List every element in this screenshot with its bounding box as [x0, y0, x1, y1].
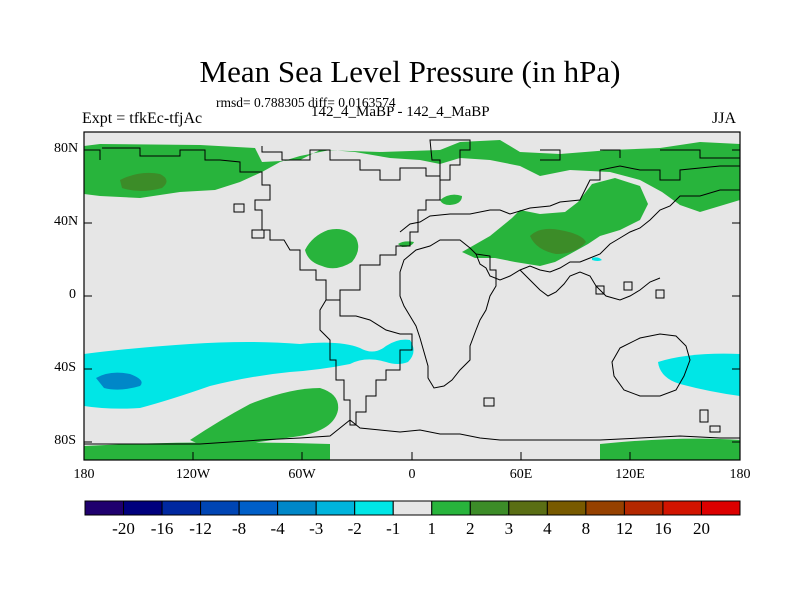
- colorbar-label: 1: [427, 519, 437, 538]
- lat-tick-label: 80N: [54, 141, 79, 156]
- colorbar-label: 2: [466, 519, 475, 538]
- colorbar-label: -20: [112, 519, 135, 538]
- colorbar-swatch: [161, 500, 202, 516]
- lat-tick-label: 40S: [54, 360, 76, 375]
- coastline-australia: [611, 333, 691, 397]
- coastline-greenland: [429, 139, 471, 181]
- colorbar-swatch: [123, 500, 163, 516]
- colorbar-label: 3: [504, 519, 514, 538]
- strong-anomaly-region: [530, 228, 586, 254]
- negative-anomaly-region: [96, 372, 142, 390]
- stats-line: rmsd= 0.788305 diff= 0.0163574: [216, 95, 396, 110]
- axis-ticks: [83, 149, 741, 460]
- colorbar-swatch: [585, 500, 625, 516]
- lon-tick-label: 120E: [615, 467, 645, 482]
- coastline-europe-asia: [399, 165, 740, 281]
- lon-tick-label: 120W: [175, 467, 211, 482]
- negative-anomaly-region: [84, 339, 414, 409]
- contour-fills: [84, 140, 740, 460]
- positive-anomaly-region: [84, 140, 740, 212]
- colorbar-label: -8: [232, 519, 247, 538]
- strong-anomaly-region: [120, 172, 167, 191]
- colorbar-swatch: [508, 500, 548, 516]
- lon-tick-label: 0: [408, 467, 416, 482]
- colorbar-swatch: [546, 500, 587, 516]
- colorbar-swatch: [315, 500, 356, 516]
- colorbar-swatch: [662, 500, 702, 516]
- season-label: JJA: [712, 110, 737, 127]
- coastline-arctic: [84, 149, 740, 161]
- colorbar-swatch: [354, 500, 394, 516]
- colorbar-swatch: [84, 500, 125, 516]
- coastline-south-america: [319, 299, 413, 426]
- colorbar-swatch: [469, 500, 510, 516]
- coastline-africa: [399, 239, 497, 389]
- lon-tick-label: 180: [73, 467, 95, 482]
- colorbar-label: -4: [270, 519, 285, 538]
- colorbar-swatch: [238, 500, 279, 516]
- colorbar-swatch: [623, 500, 664, 516]
- lon-tick-label: 60W: [288, 467, 316, 482]
- coastline-north-america: [102, 146, 441, 301]
- colorbar-swatch: [200, 500, 240, 516]
- map-title: Mean Sea Level Pressure (in hPa): [199, 54, 621, 89]
- lat-tick-label: 0: [69, 287, 76, 302]
- positive-anomaly-region: [600, 438, 740, 460]
- positive-anomaly-region: [190, 388, 339, 447]
- experiment-label: Expt = tfkEc-tfjAc: [82, 110, 203, 127]
- colorbar-label: 12: [615, 519, 633, 538]
- coastlines: [84, 139, 740, 445]
- colorbar-label: 16: [654, 519, 672, 538]
- colorbar-swatch: [700, 500, 741, 516]
- colorbar-label: 20: [692, 519, 710, 538]
- positive-anomaly-region: [462, 178, 648, 266]
- coastline-islands: [233, 203, 721, 433]
- lat-tick-label: 80S: [54, 433, 76, 448]
- coastline-india-se-asia: [519, 269, 661, 301]
- positive-anomaly-region: [440, 194, 462, 205]
- colorbar-label: 4: [543, 519, 552, 538]
- coastline-antarctica: [84, 419, 740, 445]
- lon-tick-label: 180: [729, 467, 751, 482]
- colorbar-label: -3: [309, 519, 324, 538]
- positive-anomaly-region: [84, 442, 330, 460]
- case-label: 142_4_MaBP - 142_4_MaBP: [311, 104, 490, 120]
- colorbar-label: -16: [150, 519, 174, 538]
- lon-tick-label: 60E: [509, 467, 533, 482]
- colorbar-label: -2: [347, 519, 362, 538]
- positive-anomaly-region: [305, 229, 359, 269]
- lat-tick-label: 40N: [54, 214, 79, 229]
- negative-anomaly-region: [592, 257, 602, 261]
- colorbar-label: 8: [581, 519, 591, 538]
- colorbar-swatch: [431, 500, 471, 516]
- colorbar-swatch: [277, 500, 317, 516]
- colorbar-label: -1: [386, 519, 401, 538]
- colorbar-swatch: [392, 500, 433, 516]
- negative-anomaly-region: [658, 353, 740, 396]
- colorbar-label: -12: [189, 519, 212, 538]
